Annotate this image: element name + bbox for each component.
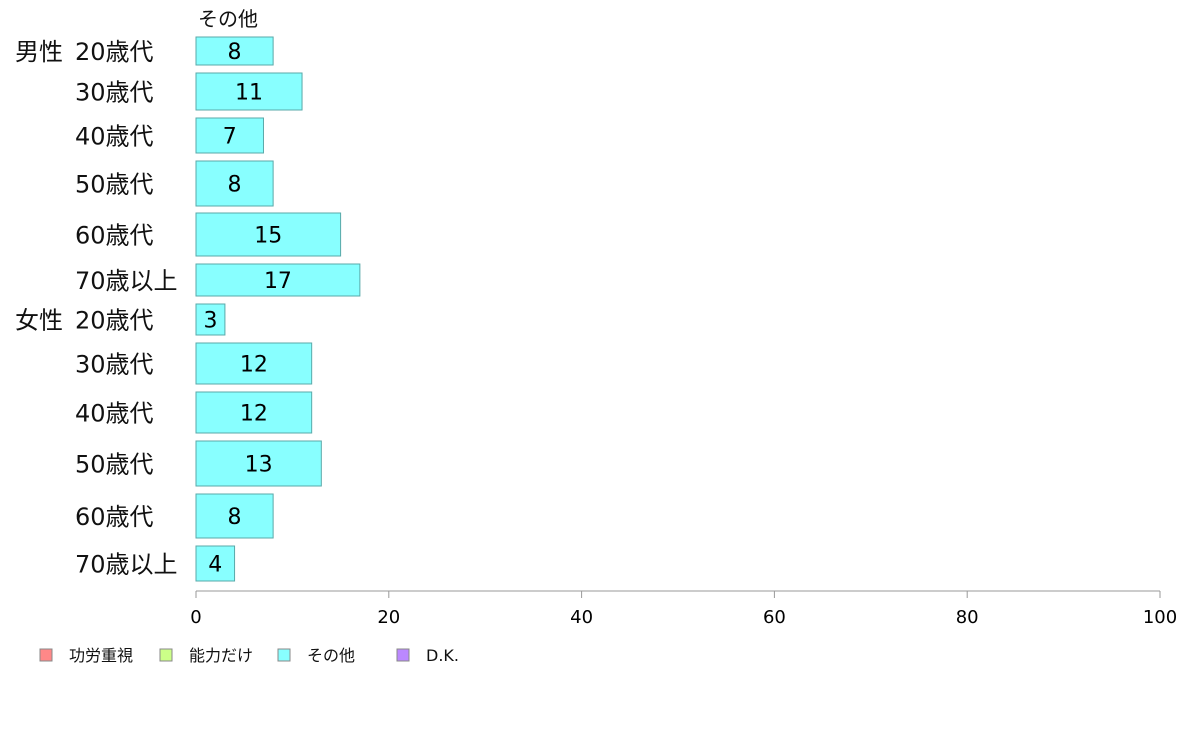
x-tick-label: 40 bbox=[570, 607, 593, 628]
legend-swatch bbox=[277, 648, 291, 662]
legend-label: その他 bbox=[307, 646, 355, 665]
group-label: 男性 bbox=[15, 38, 63, 66]
bar bbox=[195, 72, 303, 111]
legend: 功労重視 能力だけ その他 D.K. bbox=[39, 646, 459, 665]
category-label: 20歳代 bbox=[75, 307, 154, 335]
bar bbox=[195, 493, 274, 539]
legend-label: 能力だけ bbox=[189, 646, 253, 665]
bar bbox=[195, 391, 313, 434]
bar-value-label: 17 bbox=[264, 269, 292, 294]
bar-value-label: 12 bbox=[240, 402, 268, 427]
legend-swatch bbox=[159, 648, 173, 662]
bar-value-label: 11 bbox=[235, 81, 263, 106]
bar bbox=[195, 212, 342, 257]
legend-swatch bbox=[39, 648, 53, 662]
x-tick-label: 80 bbox=[956, 607, 979, 628]
bar bbox=[195, 160, 274, 207]
category-label: 50歳代 bbox=[75, 171, 154, 199]
group-label: 女性 bbox=[15, 307, 63, 335]
category-label: 70歳以上 bbox=[75, 551, 178, 579]
bar-value-label: 8 bbox=[228, 173, 242, 198]
x-tick-label: 100 bbox=[1143, 607, 1177, 628]
x-tick-label: 0 bbox=[190, 607, 201, 628]
legend-swatch bbox=[396, 648, 410, 662]
bar bbox=[195, 545, 236, 582]
category-label: 60歳代 bbox=[75, 222, 154, 250]
legend-label: 功労重視 bbox=[69, 646, 133, 665]
y-axis-labels: 20歳代 30歳代 40歳代 50歳代 60歳代 70歳以上 20歳代 30歳代 40歳代 50歳… bbox=[15, 38, 178, 579]
bar-value-label: 7 bbox=[223, 125, 237, 150]
category-label: 30歳代 bbox=[75, 351, 154, 379]
bar-value-label: 13 bbox=[245, 453, 273, 478]
bar bbox=[195, 117, 264, 154]
x-tick-label: 20 bbox=[377, 607, 400, 628]
legend-label: D.K. bbox=[426, 646, 459, 665]
bar bbox=[195, 440, 322, 487]
bar-value-label: 8 bbox=[228, 505, 242, 530]
bar bbox=[195, 342, 313, 385]
bar-value-label: 8 bbox=[228, 40, 242, 65]
bar bbox=[195, 303, 226, 336]
x-axis-ticks: 0 20 40 60 80 100 bbox=[190, 591, 1177, 628]
category-label: 60歳代 bbox=[75, 503, 154, 531]
bar-value-label: 15 bbox=[254, 224, 282, 249]
x-tick-label: 60 bbox=[763, 607, 786, 628]
bar bbox=[195, 36, 274, 66]
bar-value-label: 3 bbox=[203, 309, 217, 334]
bar bbox=[195, 263, 361, 297]
series-title: その他 bbox=[198, 7, 258, 31]
category-label: 30歳代 bbox=[75, 79, 154, 107]
bar-value-label: 4 bbox=[208, 553, 222, 578]
bar-value-label: 12 bbox=[240, 353, 268, 378]
category-label: 40歳代 bbox=[75, 123, 154, 151]
category-label: 50歳代 bbox=[75, 451, 154, 479]
category-label: 40歳代 bbox=[75, 400, 154, 428]
category-label: 20歳代 bbox=[75, 38, 154, 66]
category-label: 70歳以上 bbox=[75, 267, 178, 295]
